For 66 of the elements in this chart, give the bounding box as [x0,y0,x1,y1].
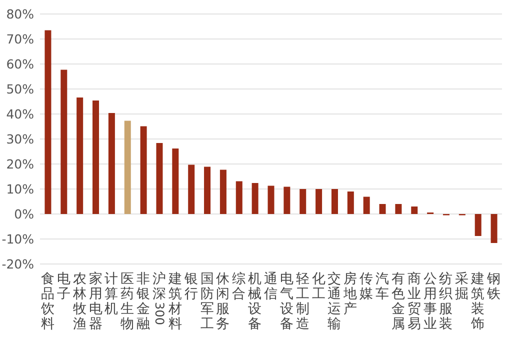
x-tick-label: 医药生物 [120,271,135,332]
bar [204,166,211,214]
x-tick-label: 有色金属 [391,271,406,332]
x-tick-label: 食品饮料 [40,271,55,332]
x-tick-label: 机械设备 [248,271,262,332]
bar [490,214,498,243]
bar [156,143,163,214]
x-tick-label: 建筑装饰 [470,271,486,332]
x-tick-label: 化工 [312,271,326,302]
bar [92,100,100,214]
bar [331,189,338,214]
y-tick-label: 50% [6,82,34,96]
y-tick-label: 80% [6,6,34,22]
x-tick-label: 家用电器 [88,271,103,332]
x-tick-label: 纺织服装 [439,271,454,332]
x-tick-label: 电气设备 [280,271,294,332]
bar [411,206,418,214]
y-tick-label: -20% [2,256,34,272]
x-tick-label: 商业贸易 [407,271,422,332]
y-tick-label: 30% [6,132,34,146]
x-tick-label: 沪深300 [152,271,166,325]
bar [474,214,482,236]
bar [284,186,290,214]
x-tick-label: 银行 [183,271,198,302]
y-tick-label: -10% [2,232,34,246]
x-tick-label: 国防军工 [200,271,214,332]
bar [108,113,115,214]
x-tick-label: 钢铁 [486,271,502,302]
bar [124,120,131,214]
bar [347,192,354,214]
y-tick-label: 70% [6,32,34,46]
x-tick-label: 建筑材料 [167,271,182,332]
x-tick-label: 休闲服务 [216,271,230,332]
bar [220,170,226,214]
x-tick-label: 农林牧渔 [72,271,87,332]
x-tick-label: 传媒 [360,271,374,302]
bar [44,30,52,214]
bar [188,164,195,214]
x-tick-label: 计算机 [104,271,119,317]
y-tick-label: 20% [6,156,34,172]
x-tick-label: 房地产 [342,271,358,317]
bar [236,181,242,214]
y-tick-label: 40% [6,106,34,122]
bar [379,204,386,214]
bar [60,70,68,214]
x-tick-label: 综合 [232,271,246,302]
bar [363,196,370,214]
bar [316,189,322,214]
x-tick-label: 公用事业 [423,271,438,332]
x-tick-label: 采掘 [455,271,470,302]
x-tick-label: 轻工制造 [296,271,310,332]
bar [300,189,306,214]
y-tick-label: 10% [6,182,34,196]
x-tick-label: 交通运输 [328,271,342,332]
y-tick-label: 0% [14,206,34,222]
x-tick-label: 通信 [264,271,278,302]
bar [252,183,258,214]
bar [140,126,147,214]
bar [395,204,402,214]
bar [268,186,274,214]
x-tick-label: 电子 [56,271,71,302]
x-tick-label: 非银金融 [136,271,151,332]
x-tick-label: 汽车 [376,271,390,302]
y-tick-label: 60% [6,56,34,72]
bar [76,98,84,214]
bar [172,148,179,214]
